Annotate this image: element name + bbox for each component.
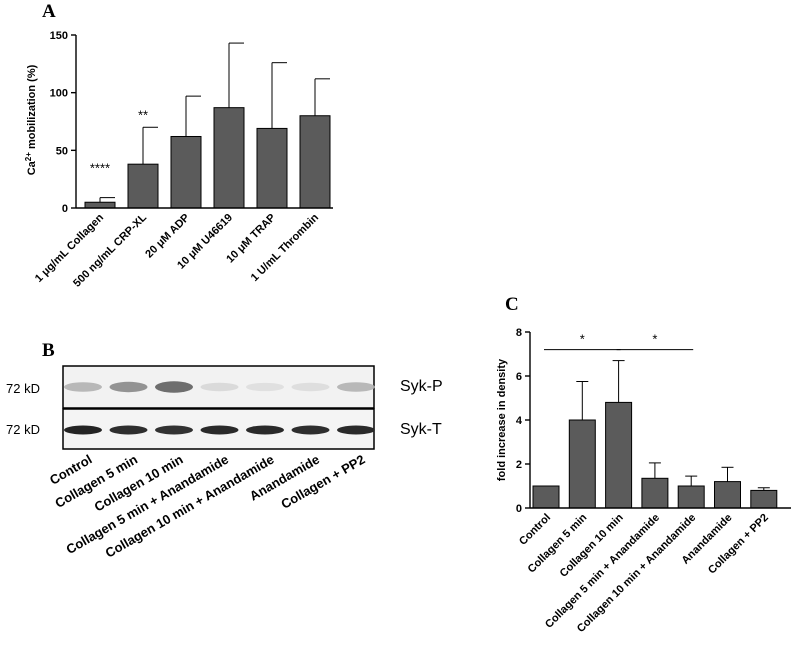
blot-band-top: [200, 382, 239, 392]
blot-band-top: [64, 382, 102, 392]
panel-c-chart: C fold increase in density 0 2 4 6 8 * * Cont…: [496, 294, 791, 635]
panel-a-y-axis-label: Ca2+ mobilization (%): [24, 64, 39, 175]
panel-a-bar: [170, 135, 202, 209]
panel-c-bar: [605, 401, 633, 509]
panel-a-bar: [213, 107, 245, 209]
blot-mw-label-top: 72 kD: [6, 381, 40, 396]
panel-c-y-axis-label: fold increase in density: [496, 358, 508, 481]
panel-a-bar: [127, 163, 159, 209]
blot-band-top: [337, 382, 375, 392]
panel-c-y-tick-label: 4: [516, 415, 523, 427]
blot-band-top: [291, 382, 330, 392]
blot-band-bottom: [200, 425, 239, 435]
panel-b-western-blot: B 72 kD 72 kD Syk-P Syk-T ControlCollage…: [6, 340, 443, 561]
panel-a-letter: A: [42, 1, 56, 22]
blot-band-bottom: [291, 425, 330, 435]
blot-mw-label-bottom: 72 kD: [6, 422, 40, 437]
panel-c-bar: [677, 485, 705, 509]
blot-band-bottom: [155, 425, 193, 435]
panel-a-significance-label: **: [138, 107, 148, 122]
panel-c-significance-label: *: [652, 332, 657, 347]
panel-c-category-label: Collagen 10 min: [558, 511, 626, 579]
panel-c-y-tick-label: 6: [516, 371, 522, 383]
panel-c-bar: [568, 419, 596, 509]
blot-band-bottom: [109, 425, 148, 435]
panel-c-letter: C: [505, 294, 519, 315]
panel-c-significance-label: *: [580, 332, 585, 347]
blot-band-syk-p: Syk-P: [400, 378, 443, 395]
panel-c-y-tick-label: 2: [516, 459, 522, 471]
blot-band-top: [109, 381, 148, 393]
panel-c-y-tick-label: 0: [516, 503, 522, 515]
panel-a-bar: [256, 127, 288, 209]
panel-c-bar: [641, 477, 669, 509]
panel-c-bar: [714, 481, 741, 509]
panel-c-bar: [750, 489, 778, 509]
panel-a-bar: [299, 115, 331, 209]
panel-b-letter: B: [42, 340, 55, 361]
blot-band-top: [246, 382, 284, 392]
panel-c-category-label: Control: [517, 512, 553, 548]
blot-band-syk-t: Syk-T: [400, 421, 442, 438]
panel-a-y-tick-label: 0: [62, 203, 68, 215]
blot-band-bottom: [246, 425, 284, 435]
blot-band-bottom: [64, 425, 102, 435]
panel-a-y-tick-label: 150: [50, 30, 68, 42]
panel-c-bar: [532, 485, 560, 509]
panel-a-bar: [84, 201, 116, 209]
panel-a-category-label: 500 ng/mL CRP-XL: [71, 211, 149, 289]
panel-c-y-tick-label: 8: [516, 327, 522, 339]
panel-a-significance-label: ****: [90, 161, 110, 176]
blot-band-top: [155, 381, 193, 393]
blot-band-bottom: [337, 425, 375, 435]
panel-a-y-tick-label: 50: [56, 145, 68, 157]
panel-a-y-tick-label: 100: [50, 88, 68, 100]
